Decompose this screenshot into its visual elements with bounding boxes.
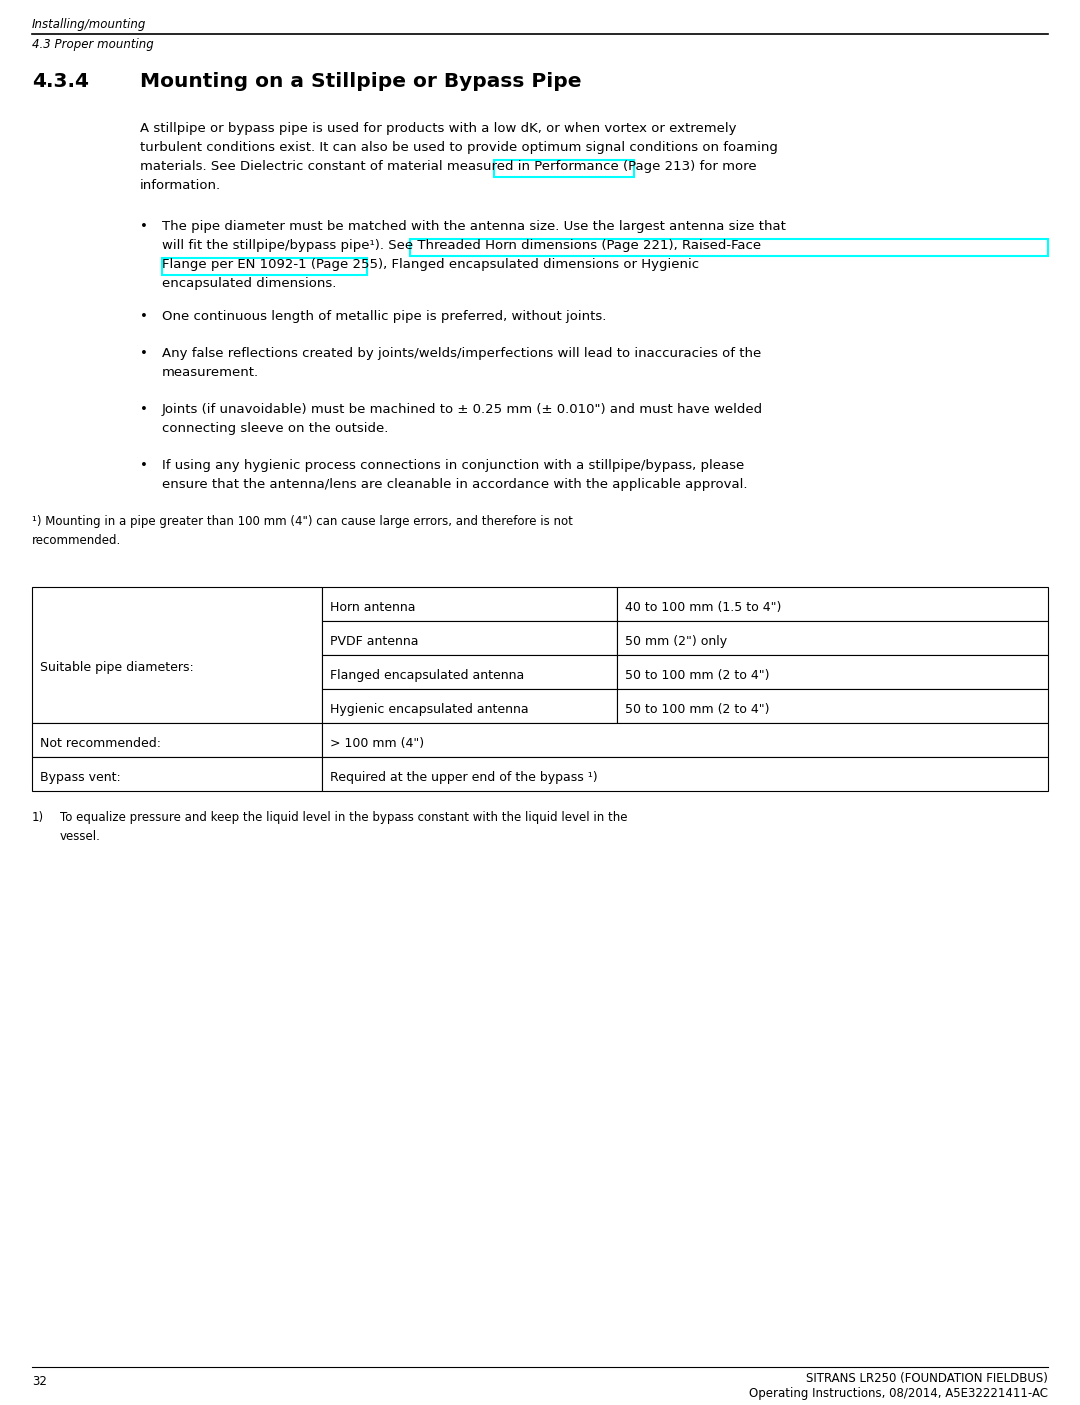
Text: Any false reflections created by joints/welds/imperfections will lead to inaccur: Any false reflections created by joints/… [162, 347, 761, 360]
Text: 32: 32 [32, 1375, 46, 1388]
Text: 40 to 100 mm (1.5 to 4"): 40 to 100 mm (1.5 to 4") [625, 601, 781, 614]
Text: If using any hygienic process connections in conjunction with a stillpipe/bypass: If using any hygienic process connection… [162, 459, 744, 472]
Text: ¹) Mounting in a pipe greater than 100 mm (4") can cause large errors, and there: ¹) Mounting in a pipe greater than 100 m… [32, 516, 572, 528]
Text: Horn antenna: Horn antenna [330, 601, 416, 614]
Text: Not recommended:: Not recommended: [40, 738, 161, 750]
Bar [617, 655, 1048, 688]
Text: Required at the upper end of the bypass ¹): Required at the upper end of the bypass … [330, 771, 597, 784]
Bar [322, 587, 617, 621]
Text: vessel.: vessel. [60, 830, 100, 843]
Text: encapsulated dimensions.: encapsulated dimensions. [162, 277, 336, 289]
Text: turbulent conditions exist. It can also be used to provide optimum signal condit: turbulent conditions exist. It can also … [140, 140, 778, 155]
Text: SITRANS LR250 (FOUNDATION FIELDBUS): SITRANS LR250 (FOUNDATION FIELDBUS) [806, 1373, 1048, 1385]
Text: Installing/mounting: Installing/mounting [32, 18, 147, 31]
Text: Joints (if unavoidable) must be machined to ± 0.25 mm (± 0.010") and must have w: Joints (if unavoidable) must be machined… [162, 403, 764, 416]
Text: recommended.: recommended. [32, 534, 121, 547]
Bar [494, 160, 634, 177]
Text: connecting sleeve on the outside.: connecting sleeve on the outside. [162, 422, 389, 436]
Text: 4.3.4: 4.3.4 [32, 72, 89, 91]
Text: 50 to 100 mm (2 to 4"): 50 to 100 mm (2 to 4") [625, 669, 769, 681]
Bar [322, 757, 1048, 791]
Text: •: • [140, 403, 148, 416]
Text: 4.3 Proper mounting: 4.3 Proper mounting [32, 38, 153, 51]
Text: •: • [140, 347, 148, 360]
Text: Flanged encapsulated antenna: Flanged encapsulated antenna [330, 669, 524, 681]
Text: Operating Instructions, 08/2014, A5E32221411-AC: Operating Instructions, 08/2014, A5E3222… [750, 1387, 1048, 1399]
Bar [322, 688, 617, 724]
Bar [617, 688, 1048, 724]
Text: 1): 1) [32, 811, 44, 823]
Text: Bypass vent:: Bypass vent: [40, 771, 121, 784]
Text: One continuous length of metallic pipe is preferred, without joints.: One continuous length of metallic pipe i… [162, 311, 606, 323]
Text: Flange per EN 1092-1 (Page 255), Flanged encapsulated dimensions or Hygienic: Flange per EN 1092-1 (Page 255), Flanged… [162, 259, 699, 271]
Text: •: • [140, 221, 148, 233]
Text: 50 to 100 mm (2 to 4"): 50 to 100 mm (2 to 4") [625, 702, 769, 717]
Text: 50 mm (2") only: 50 mm (2") only [625, 635, 727, 648]
Text: will fit the stillpipe/bypass pipe¹). See Threaded Horn dimensions (Page 221), R: will fit the stillpipe/bypass pipe¹). Se… [162, 239, 761, 251]
Text: The pipe diameter must be matched with the antenna size. Use the largest antenna: The pipe diameter must be matched with t… [162, 221, 786, 233]
Text: Hygienic encapsulated antenna: Hygienic encapsulated antenna [330, 702, 528, 717]
Bar [617, 621, 1048, 655]
Text: •: • [140, 311, 148, 323]
Text: > 100 mm (4"): > 100 mm (4") [330, 738, 424, 750]
Bar [322, 724, 1048, 757]
Text: ensure that the antenna/lens are cleanable in accordance with the applicable app: ensure that the antenna/lens are cleanab… [162, 478, 747, 490]
Text: To equalize pressure and keep the liquid level in the bypass constant with the l: To equalize pressure and keep the liquid… [60, 811, 627, 823]
Text: •: • [140, 459, 148, 472]
Bar [32, 724, 322, 757]
Bar [162, 259, 367, 275]
Bar [32, 587, 322, 724]
Text: Mounting on a Stillpipe or Bypass Pipe: Mounting on a Stillpipe or Bypass Pipe [140, 72, 581, 91]
Text: materials. See Dielectric constant of material measured in Performance (Page 213: materials. See Dielectric constant of ma… [140, 160, 757, 173]
Bar [617, 587, 1048, 621]
Text: PVDF antenna: PVDF antenna [330, 635, 419, 648]
Text: measurement.: measurement. [162, 365, 259, 379]
Text: A stillpipe or bypass pipe is used for products with a low dK, or when vortex or: A stillpipe or bypass pipe is used for p… [140, 122, 737, 135]
Bar [322, 621, 617, 655]
Bar [32, 757, 322, 791]
Text: Suitable pipe diameters:: Suitable pipe diameters: [40, 660, 193, 674]
Bar [410, 239, 1048, 256]
Bar [322, 655, 617, 688]
Text: information.: information. [140, 178, 221, 192]
